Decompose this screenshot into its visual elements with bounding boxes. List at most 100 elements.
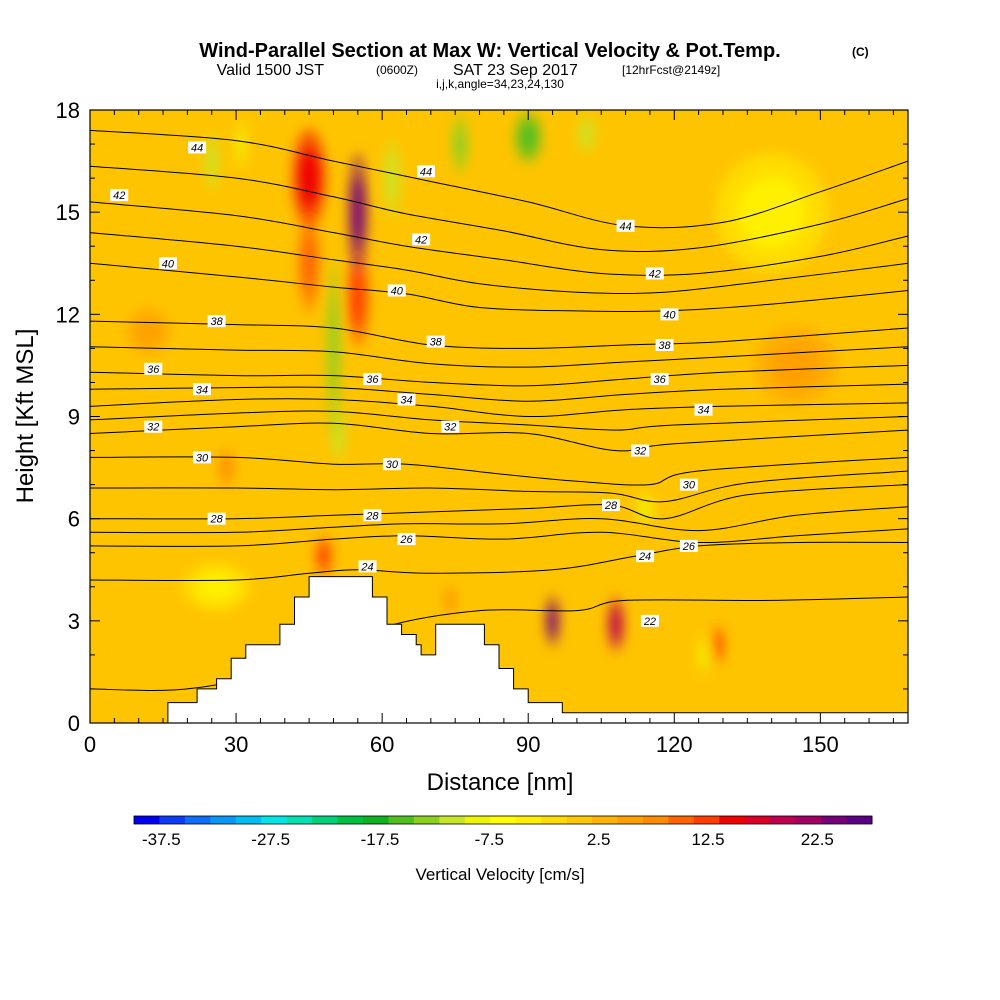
isentrope-label: 44 [619,221,631,233]
y-tick-label: 18 [56,98,80,123]
w-core [318,544,329,569]
isentrope-intermediate [90,506,908,534]
isentrope-intermediate [90,232,908,294]
isentrope-label: 32 [444,422,456,434]
isentrope-28 [90,484,908,520]
isentrope-24 [90,541,908,581]
isentrope-label-box [397,533,416,546]
isentrope-label: 42 [113,190,125,202]
isentrope-38 [90,320,908,349]
colorbar-tick-label: 2.5 [587,830,611,849]
isentrope-label: 36 [654,374,667,386]
isentrope-intermediate [90,383,908,402]
colorbar-swatch [388,816,415,824]
w-core [737,176,806,248]
isentrope-label-box [636,550,655,563]
w-core [207,143,216,179]
colorbar-frame [133,815,873,825]
colorbar-swatch [744,816,771,824]
colorbar-ticks: -37.5 -27.5 -17.5 -7.5 2.5 12.5 22.5 [142,830,834,849]
isentrope-label: 38 [430,337,443,349]
isentrope-label-box [679,539,698,552]
isentrope-34 [90,398,908,418]
w-core [329,294,338,403]
isentrope-label-box [694,403,713,416]
isentrope-lines [90,129,908,691]
w-core [610,607,621,641]
isentrope-label-box [144,362,163,375]
colorbar-swatch [515,816,542,824]
x-axis-label: Distance [nm] [427,769,574,796]
subtitle-indices: i,j,k,angle=34,23,24,130 [436,77,564,91]
isentrope-label: 28 [209,514,223,526]
isentrope-label: 32 [634,446,646,458]
isentrope-label: 40 [663,309,676,321]
colorbar-swatch [159,816,186,824]
isentrope-label-box [631,444,650,457]
colorbar-swatch [134,816,160,824]
isentrope-44 [90,129,908,229]
isentrope-label: 32 [147,422,159,434]
colorbar-swatch [286,816,313,824]
w-core [351,176,364,248]
isentrope-label-box [207,315,226,328]
colorbar-tick-label: -17.5 [361,830,400,849]
isentrope-label-box [640,614,659,627]
w-core [134,317,163,346]
isentrope-label-box [650,373,669,386]
colorbar-swatch [363,816,389,824]
x-tick-label: 60 [370,732,394,757]
w-core [237,129,245,159]
w-core [770,341,822,390]
colorbar-swatch [566,816,593,824]
colorbar-swatch [617,816,644,824]
isentrope-label-box [655,338,674,351]
isentrope-label: 38 [658,340,671,352]
chart-title-mark: (C) [852,45,869,59]
isentrope-label-box [416,165,435,178]
colorbar-swatch [439,816,466,824]
w-core [581,121,592,146]
w-core [519,121,537,153]
isentrope-label-box [192,451,211,464]
isentrope-26 [90,528,908,547]
isentrope-label: 42 [649,268,661,280]
isentrope-label-box [660,308,679,321]
isentrope-label-box [207,512,226,525]
isentrope-label: 42 [415,234,427,246]
y-tick-label: 12 [56,302,80,327]
isentrope-label: 28 [604,500,618,512]
colorbar-swatch [821,816,848,824]
isentrope-label: 26 [399,534,413,546]
isentrope-label-box [110,189,129,202]
terrain [90,576,908,723]
isentrope-label-box [616,219,635,232]
isentrope-label-box [358,560,377,573]
colorbar-tick-label: 22.5 [801,830,834,849]
chart-title: Wind-Parallel Section at Max W: Vertical… [199,40,780,62]
plot-area: 44 42 40 38 36 34 32 30 28 44 42 40 38 36 34 32 30 28 26 24… [90,110,908,723]
subtitle-utc: (0600Z) [376,63,418,77]
colorbar-swatch [413,816,440,824]
y-tick-label: 0 [68,711,80,736]
isentrope-label-box [426,335,445,348]
isentrope-label: 36 [147,364,160,376]
colorbar-swatch [668,816,695,824]
w-core [714,632,722,657]
colorbar-tick-label: 12.5 [691,830,724,849]
x-tick-label: 30 [224,732,248,757]
isentrope-label: 44 [420,166,432,178]
colorbar-swatch [770,816,797,824]
isentrope-label: 28 [365,510,379,522]
isentrope-label-box [601,499,620,512]
x-tick-label: 150 [802,732,839,757]
isentrope-intermediate [90,165,908,252]
colorbar-swatch [490,816,517,824]
isentrope-label-box [192,383,211,396]
isentrope-label: 38 [210,316,223,328]
isentrope-label: 30 [196,452,209,464]
y-tick-label: 6 [68,507,80,532]
colorbar-swatch [464,816,491,824]
